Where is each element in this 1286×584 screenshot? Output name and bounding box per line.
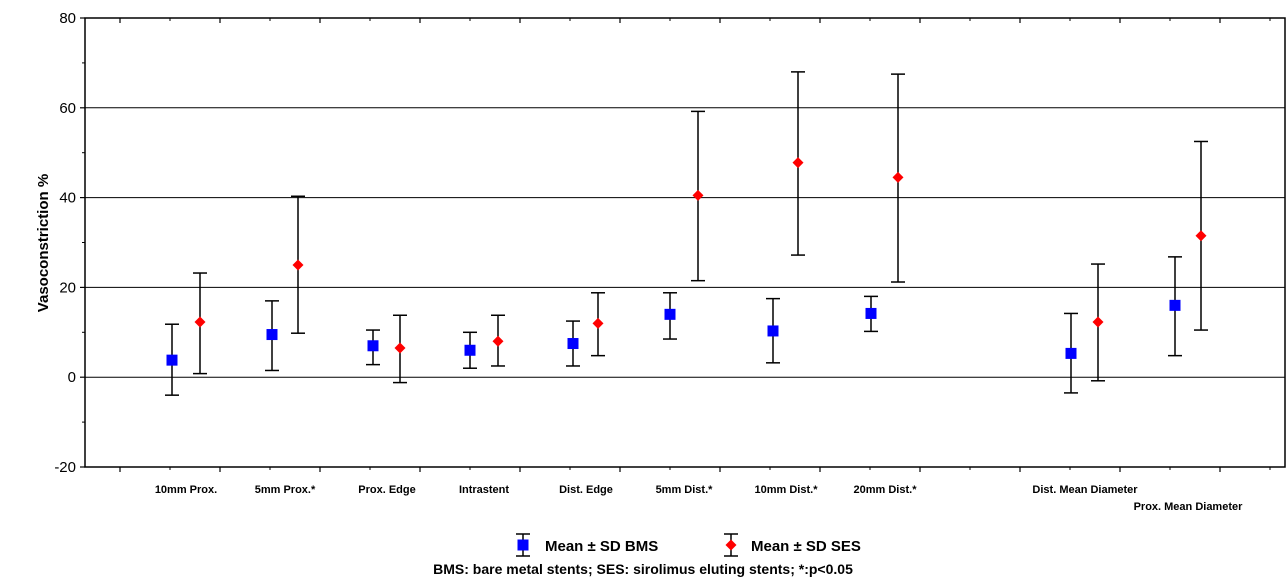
y-tick-label: 80 [59, 10, 76, 27]
data-point [464, 344, 476, 356]
data-point [1169, 299, 1181, 311]
data-point [892, 171, 904, 183]
data-point [194, 316, 206, 328]
data-point [1065, 347, 1077, 359]
x-tick-label: Prox. Mean Diameter [1134, 501, 1244, 513]
legend-item-bms: Mean ± SD BMS [516, 533, 658, 557]
data-point [1195, 230, 1207, 242]
data-point [767, 325, 779, 337]
chart-note: BMS: bare metal stents; SES: sirolimus e… [433, 561, 853, 577]
data-point [792, 157, 804, 169]
legend-marker [725, 539, 737, 551]
series-ses [193, 71, 1208, 384]
data-point [865, 307, 877, 319]
x-tick-label: 10mm Prox. [155, 484, 217, 496]
y-tick-labels: -20 0 20 40 60 80 [54, 10, 76, 476]
data-series [165, 71, 1208, 396]
data-point [592, 317, 604, 329]
grid-lines [85, 107, 1285, 378]
y-axis-label: Vasoconstriction % [35, 174, 52, 312]
y-tick-label: 20 [59, 279, 76, 296]
axes [80, 17, 1286, 472]
legend-label: Mean ± SD BMS [545, 538, 658, 555]
x-tick-label: 20mm Dist.* [854, 484, 918, 496]
legend-item-ses: Mean ± SD SES [724, 533, 861, 557]
x-tick-label: Dist. Mean Diameter [1032, 484, 1138, 496]
series-bms [165, 256, 1182, 396]
y-tick-label: 40 [59, 190, 76, 207]
data-point [166, 354, 178, 366]
x-tick-label: Intrastent [459, 484, 509, 496]
x-tick-label: 10mm Dist.* [755, 484, 819, 496]
data-point [492, 335, 504, 347]
x-tick-label: 5mm Prox.* [255, 484, 316, 496]
y-tick-label: 0 [68, 369, 76, 386]
x-tick-label: Prox. Edge [358, 484, 415, 496]
x-tick-labels: 10mm Prox. 5mm Prox.* Prox. Edge Intrastent… [155, 484, 1243, 513]
data-point [692, 189, 704, 201]
y-tick-label: -20 [54, 459, 76, 476]
data-point [292, 259, 304, 271]
x-tick-label: Dist. Edge [559, 484, 613, 496]
data-point [567, 338, 579, 350]
legend: Mean ± SD BMS Mean ± SD SES [516, 533, 861, 557]
data-point [664, 308, 676, 320]
legend-marker [517, 539, 529, 551]
plot-frame [84, 17, 1286, 468]
y-tick-label: 60 [59, 100, 76, 117]
data-point [1092, 316, 1104, 328]
x-tick-label: 5mm Dist.* [656, 484, 714, 496]
data-point [266, 329, 278, 341]
data-point [367, 340, 379, 352]
data-point [394, 342, 406, 354]
legend-label: Mean ± SD SES [751, 538, 861, 555]
